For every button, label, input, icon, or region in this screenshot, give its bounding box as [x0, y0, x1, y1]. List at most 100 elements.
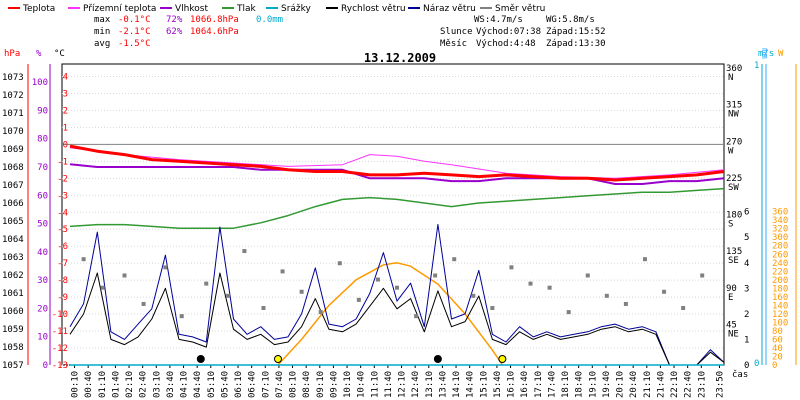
- legend-label: Teplota: [22, 4, 55, 14]
- x-tick-label: 20:40: [629, 371, 639, 398]
- wind-direction-point: [623, 301, 628, 306]
- temp-tick-label: -11: [52, 327, 68, 337]
- solar-tick-label: 60: [772, 335, 783, 345]
- series-temperature-line: [69, 144, 725, 182]
- direction-compass-label: NW: [728, 110, 739, 120]
- solar-tick-label: 20: [772, 352, 783, 362]
- direction-compass-label: E: [728, 293, 733, 303]
- temp-tick-label: -6: [57, 242, 68, 252]
- x-tick-label: 05:40: [220, 371, 230, 398]
- wind-direction-point: [681, 306, 686, 311]
- x-tick-label: 13:40: [438, 371, 448, 398]
- x-tick-label: 09:40: [329, 371, 339, 398]
- pressure-tick-label: 1071: [2, 109, 24, 119]
- humidity-tick-label: 30: [37, 276, 48, 286]
- solar-tick-label: 40: [772, 344, 783, 354]
- legend-label: Srážky: [281, 4, 312, 14]
- legend-label: Vlhkost: [175, 4, 208, 14]
- temp-tick-label: -1: [57, 157, 68, 167]
- series-pressure-line: [69, 187, 725, 229]
- x-tick-label: 21:10: [643, 371, 653, 398]
- series-humidity-line: [69, 163, 725, 185]
- stat-max-press: 1066.8hPa: [190, 15, 239, 25]
- direction-deg-label: 315: [726, 101, 742, 111]
- unit-degc: °C: [54, 49, 65, 59]
- temp-tick-label: 1: [63, 123, 68, 133]
- wind-direction-point: [81, 257, 86, 262]
- pressure-tick-label: 1063: [2, 253, 24, 263]
- direction-deg-label: 360: [726, 64, 742, 74]
- temp-tick-label: -7: [57, 259, 68, 269]
- wind-speed-info: WS:4.7m/s: [474, 15, 523, 25]
- solar-tick-label: 0: [772, 361, 777, 371]
- solar-tick-label: 240: [772, 259, 788, 269]
- x-tick-label: 02:10: [125, 371, 135, 398]
- unit-hpa: hPa: [4, 49, 20, 59]
- wind-direction-point: [604, 293, 609, 298]
- solar-tick-label: 320: [772, 225, 788, 235]
- x-tick-label: 15:40: [493, 371, 503, 398]
- direction-deg-label: 135: [726, 247, 742, 257]
- temp-tick-label: -13: [52, 361, 68, 371]
- stat-avg-temp: -1.5°C: [118, 39, 151, 49]
- wind-direction-point: [356, 297, 361, 302]
- x-tick-label: 06:40: [248, 371, 258, 398]
- direction-deg-label: 180: [726, 211, 742, 221]
- humidity-tick-label: 0: [43, 361, 48, 371]
- x-tick-label: 12:40: [411, 371, 421, 398]
- solar-tick-label: 260: [772, 250, 788, 260]
- direction-compass-label: SE: [728, 256, 739, 266]
- legend-label: Směr větru: [495, 4, 545, 14]
- wind-direction-point: [700, 273, 705, 278]
- wind-direction-point: [452, 257, 457, 262]
- wind-direction-point: [141, 301, 146, 306]
- temp-tick-label: 0: [63, 140, 68, 150]
- chart-legend: Teplota Přízemní teplota Vlhkost Tlak Srážky…: [8, 4, 545, 14]
- pressure-tick-label: 1073: [2, 73, 24, 83]
- x-tick-label: 21:40: [656, 371, 666, 398]
- pressure-tick-label: 1062: [2, 271, 24, 281]
- pressure-tick-label: 1059: [2, 325, 24, 335]
- x-tick-label: 11:10: [370, 371, 380, 398]
- x-tick-label: 02:40: [139, 371, 149, 398]
- solar-tick-label: 160: [772, 293, 788, 303]
- unit-pct: %: [36, 49, 42, 59]
- stats-block: max -0.1°C 72% 1066.8hPa 0.0mm min -2.1°…: [94, 15, 283, 49]
- unit-mm: mm: [759, 48, 769, 59]
- wind-tick-label: 5: [744, 233, 749, 243]
- solar-tick-label: 120: [772, 310, 788, 320]
- wind-tick-label: 1: [744, 335, 749, 345]
- sun-label: Slunce: [440, 27, 473, 37]
- humidity-tick-label: 50: [37, 220, 48, 230]
- wind-direction-point: [280, 269, 285, 274]
- x-tick-label: 07:40: [275, 371, 285, 398]
- legend-label: Tlak: [236, 4, 257, 14]
- x-tick-label: 19:10: [588, 371, 598, 398]
- wind-direction-point: [204, 281, 209, 286]
- x-tick-label: 08:40: [302, 371, 312, 398]
- stat-max-hum: 72%: [166, 15, 183, 25]
- rain-tick-label: 0: [754, 359, 759, 369]
- x-tick-label: 00:40: [84, 371, 94, 398]
- humidity-tick-label: 40: [37, 248, 48, 258]
- solar-tick-label: 200: [772, 276, 788, 286]
- wind-direction-point: [375, 277, 380, 282]
- unit-cas: čas: [732, 369, 748, 380]
- sun-rise: Východ:07:38: [476, 27, 541, 37]
- pressure-tick-label: 1067: [2, 181, 24, 191]
- x-tick-label: 17:10: [534, 371, 544, 398]
- humidity-tick-label: 70: [37, 163, 48, 173]
- series-solar-line: [277, 262, 504, 366]
- wind-direction-point: [642, 257, 647, 262]
- solar-tick-label: 340: [772, 216, 788, 226]
- stat-avg-label: avg: [94, 39, 110, 49]
- x-tick-label: 14:10: [452, 371, 462, 398]
- pressure-tick-label: 1066: [2, 199, 24, 209]
- x-tick-label: 16:40: [520, 371, 530, 398]
- temp-tick-label: -12: [52, 344, 68, 354]
- stat-max-label: max: [94, 15, 111, 25]
- direction-deg-label: 225: [726, 174, 742, 184]
- wind-direction-point: [179, 314, 184, 319]
- axes-layer: 43210-1-2-3-4-5-6-7-8-9-10-11-12-1310571…: [2, 61, 797, 398]
- x-tick-label: 11:40: [384, 371, 394, 398]
